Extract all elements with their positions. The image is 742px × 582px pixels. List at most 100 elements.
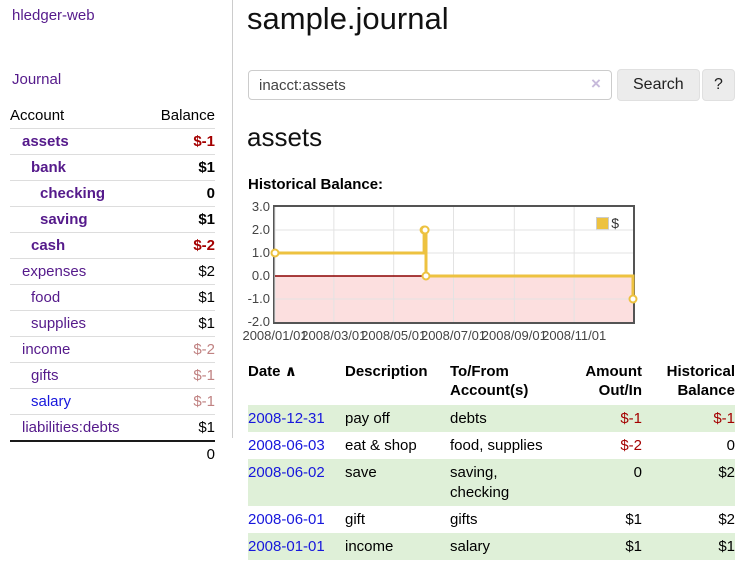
account-cell: bank xyxy=(10,154,148,181)
header-amount: Amount Out/In xyxy=(585,363,642,399)
account-cell: checking xyxy=(10,180,148,207)
transaction-description: income xyxy=(345,533,450,560)
x-axis-tick-label: 2008/11/01 xyxy=(542,328,607,343)
account-link-food[interactable]: food xyxy=(31,289,61,306)
transaction-row[interactable]: 2008-01-01 income salary $1 $1 xyxy=(248,533,735,560)
sidebar-item-journal[interactable]: Journal xyxy=(12,71,62,88)
account-cell: supplies xyxy=(10,310,148,337)
account-row: supplies $1 xyxy=(10,310,215,337)
account-cell: cash xyxy=(10,232,148,259)
legend-swatch xyxy=(596,216,610,230)
account-row: food $1 xyxy=(10,284,215,311)
transaction-description: eat & shop xyxy=(345,437,417,454)
legend-label: $ xyxy=(611,215,619,231)
transaction-row[interactable]: 2008-12-31 pay off debts $-1 $-1 xyxy=(248,405,735,432)
search-input[interactable] xyxy=(248,70,612,100)
header-balance: Historical Balance xyxy=(666,363,735,399)
transaction-date-link[interactable]: 2008-06-01 xyxy=(248,511,325,528)
historical-balance-chart: $ 3.0 2.0 1.0 0.0 -1.0 -2.0 2008/01/01 2008/03/… xyxy=(242,199,742,345)
account-balance: $-1 xyxy=(147,388,215,415)
account-link-assets[interactable]: assets xyxy=(22,133,69,150)
page-title: sample.journal xyxy=(247,1,449,36)
account-balance: $1 xyxy=(147,310,215,337)
help-button[interactable]: ? xyxy=(702,69,735,101)
account-balance: $2 xyxy=(147,258,215,285)
transaction-description: save xyxy=(345,459,450,506)
account-link-cash[interactable]: cash xyxy=(31,237,66,254)
account-row: liabilities:debts $1 xyxy=(10,414,215,441)
transaction-amount: 0 xyxy=(567,459,642,506)
y-axis-tick-label: -2.0 xyxy=(247,314,270,329)
transaction-row[interactable]: 2008-06-02 save saving, checking 0 $2 xyxy=(248,459,735,506)
account-link-saving[interactable]: saving xyxy=(40,211,88,228)
chart-legend: $ xyxy=(596,215,619,231)
sidebar: hledger-web Journal Account Balance asse… xyxy=(0,0,233,467)
transaction-date-link[interactable]: 2008-06-03 xyxy=(248,437,325,454)
account-balance: $-2 xyxy=(147,336,215,363)
account-cell: liabilities:debts xyxy=(10,414,148,441)
y-axis-tick-label: 3.0 xyxy=(251,199,270,214)
x-axis-tick-label: 2008/05/01 xyxy=(361,328,427,343)
account-link-salary[interactable]: salary xyxy=(31,393,72,410)
transaction-amount: $1 xyxy=(625,511,642,528)
transaction-accounts: food, supplies xyxy=(450,437,543,454)
transaction-date-link[interactable]: 2008-12-31 xyxy=(248,410,325,427)
y-axis-tick-label: 1.0 xyxy=(251,245,270,260)
account-balance: $1 xyxy=(147,414,215,441)
transaction-row[interactable]: 2008-06-03 eat & shop food, supplies $-2 0 xyxy=(248,432,735,459)
data-point-marker xyxy=(628,294,638,304)
account-link-gifts[interactable]: gifts xyxy=(31,367,59,384)
account-balance: $-2 xyxy=(147,232,215,259)
data-point-marker xyxy=(270,248,280,258)
accounts-total-spacer xyxy=(10,440,148,467)
account-cell: assets xyxy=(10,128,148,155)
account-link-expenses[interactable]: expenses xyxy=(22,263,87,280)
transaction-amount: $1 xyxy=(567,533,642,560)
account-row: gifts $-1 xyxy=(10,362,215,389)
account-row: checking 0 xyxy=(10,180,215,207)
account-cell: food xyxy=(10,284,148,311)
account-row: saving $1 xyxy=(10,206,215,233)
account-link-income[interactable]: income xyxy=(22,341,71,358)
transaction-date-cell: 2008-06-03 xyxy=(248,432,345,459)
search-button[interactable]: Search xyxy=(617,69,700,101)
header-description: Description xyxy=(345,363,428,380)
y-axis-tick-label: -1.0 xyxy=(247,291,270,306)
clear-search-icon[interactable]: × xyxy=(591,74,601,93)
account-link-bank[interactable]: bank xyxy=(31,159,67,176)
transaction-accounts: salary xyxy=(450,533,567,560)
account-cell: gifts xyxy=(10,362,148,389)
accounts-header-row: Account Balance xyxy=(10,103,215,129)
transaction-balance: $1 xyxy=(642,533,735,560)
transaction-balance: 0 xyxy=(726,437,735,454)
accounts-header-balance: Balance xyxy=(160,107,215,124)
x-axis-tick-label: 2008/01/01 xyxy=(242,328,308,343)
transaction-row[interactable]: 2008-06-01 gift gifts $1 $2 xyxy=(248,506,735,533)
transaction-description: gift xyxy=(345,511,366,528)
data-point-marker xyxy=(421,271,431,281)
y-axis-tick-label: 2.0 xyxy=(251,222,270,237)
transaction-accounts: debts xyxy=(450,405,567,432)
transaction-date-cell: 2008-12-31 xyxy=(248,405,345,432)
brand-link[interactable]: hledger-web xyxy=(12,7,95,24)
transaction-amount: $-1 xyxy=(567,405,642,432)
account-link-supplies[interactable]: supplies xyxy=(31,315,87,332)
transaction-date-link[interactable]: 2008-06-02 xyxy=(248,464,325,481)
account-link-checking[interactable]: checking xyxy=(40,185,106,202)
accounts-total-balance: 0 xyxy=(147,440,215,467)
accounts-table: Account Balance assets $-1 bank $1 checking 0… xyxy=(10,103,215,467)
account-row: cash $-2 xyxy=(10,232,215,259)
transaction-balance: $2 xyxy=(642,459,735,506)
account-balance: $1 xyxy=(147,284,215,311)
account-link-liabilities:debts[interactable]: liabilities:debts xyxy=(22,419,120,436)
account-cell: saving xyxy=(10,206,148,233)
transaction-date-link[interactable]: 2008-01-01 xyxy=(248,538,325,555)
account-balance: 0 xyxy=(147,180,215,207)
transactions-header-row: Date ∧ Description To/From Account(s) Am… xyxy=(248,360,735,405)
transaction-balance: $-1 xyxy=(642,405,735,432)
transactions-table: Date ∧ Description To/From Account(s) Am… xyxy=(248,360,735,560)
y-axis-tick-label: 0.0 xyxy=(251,268,270,283)
header-date[interactable]: Date ∧ xyxy=(248,363,297,380)
transaction-accounts: gifts xyxy=(450,511,478,528)
sort-asc-icon: ∧ xyxy=(284,363,297,380)
